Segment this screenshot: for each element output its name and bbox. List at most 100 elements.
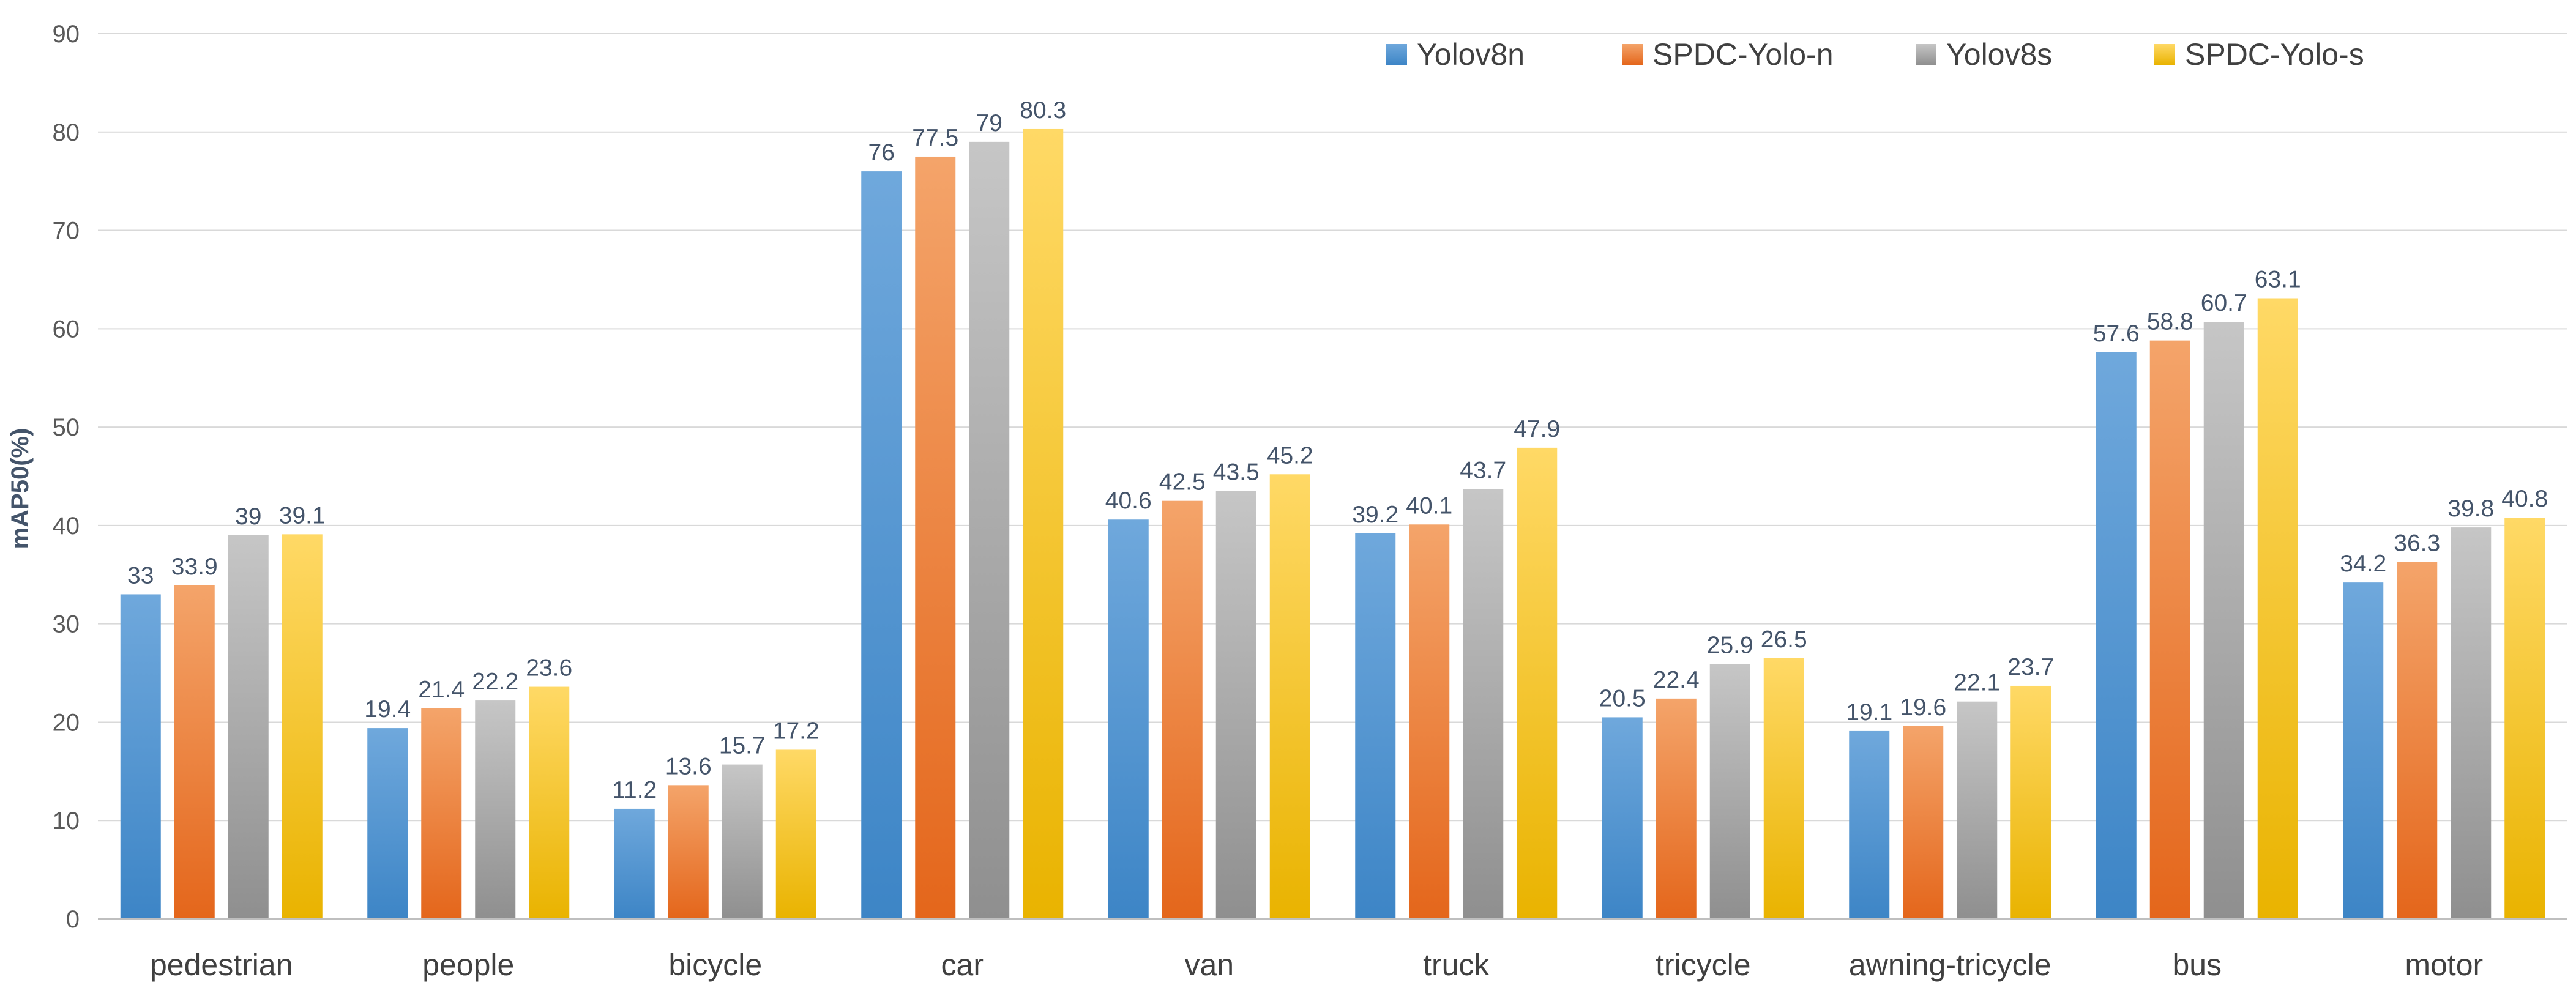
bar-spdc-yolo-n-bicycle bbox=[668, 785, 709, 919]
data-label: 58.8 bbox=[2147, 309, 2193, 335]
data-label: 13.6 bbox=[665, 753, 712, 779]
bar-yolov8n-bus bbox=[2096, 352, 2137, 919]
data-label: 11.2 bbox=[612, 777, 657, 803]
category-label: tricycle bbox=[1656, 948, 1751, 982]
data-label: 36.3 bbox=[2394, 530, 2440, 556]
y-tick-label: 70 bbox=[53, 218, 80, 245]
bar-yolov8s-pedestrian bbox=[228, 535, 269, 919]
data-label: 20.5 bbox=[1599, 685, 1646, 712]
bar-yolov8s-bus bbox=[2203, 322, 2244, 919]
data-label: 22.1 bbox=[1954, 670, 2000, 696]
bar-yolov8s-bicycle bbox=[722, 764, 763, 919]
category-labels: pedestrian people bicycle car van truck tricyc… bbox=[150, 948, 2483, 982]
legend-label: Yolov8n bbox=[1417, 37, 1525, 72]
data-label: 25.9 bbox=[1707, 633, 1753, 659]
data-label: 17.2 bbox=[773, 718, 819, 744]
bar-spdc-yolo-s-tricycle bbox=[1763, 658, 1804, 919]
data-label: 23.7 bbox=[2007, 654, 2054, 680]
bar-spdc-yolo-n-van bbox=[1162, 500, 1203, 919]
data-label: 40.8 bbox=[2501, 486, 2548, 512]
bar-spdc-yolo-s-car bbox=[1023, 128, 1064, 919]
y-tick-label: 20 bbox=[53, 709, 80, 736]
y-axis-title: mAP50(%) bbox=[7, 428, 34, 549]
data-label: 43.7 bbox=[1460, 457, 1506, 483]
bar-yolov8s-truck bbox=[1463, 489, 1504, 919]
bar-yolov8n-car bbox=[861, 171, 902, 920]
category-label: motor bbox=[2405, 948, 2483, 982]
y-tick-label: 90 bbox=[53, 21, 80, 48]
bar-spdc-yolo-n-motor bbox=[2397, 562, 2438, 919]
category-label: pedestrian bbox=[150, 948, 293, 982]
bar-yolov8s-tricycle bbox=[1709, 664, 1750, 919]
legend-swatch bbox=[1386, 44, 1407, 65]
legend: Yolov8n SPDC-Yolo-n Yolov8s SPDC-Yolo-s bbox=[1386, 37, 2364, 72]
data-label: 76 bbox=[868, 139, 895, 166]
category-label: car bbox=[941, 948, 984, 982]
data-label: 33 bbox=[127, 562, 154, 589]
data-label: 23.6 bbox=[526, 655, 572, 682]
category-label: people bbox=[422, 948, 514, 982]
bar-spdc-yolo-s-truck bbox=[1517, 447, 1558, 919]
data-label: 40.1 bbox=[1406, 492, 1452, 519]
data-label: 57.6 bbox=[2093, 321, 2140, 347]
y-tick-label: 10 bbox=[53, 808, 80, 834]
category-label: awning-tricycle bbox=[1849, 948, 2051, 982]
bar-yolov8n-van bbox=[1108, 519, 1149, 919]
data-label: 45.2 bbox=[1267, 442, 1313, 469]
bar-yolov8s-car bbox=[969, 141, 1010, 919]
bar-spdc-yolo-n-bus bbox=[2149, 340, 2190, 919]
bar-yolov8n-awning-tricycle bbox=[1849, 730, 1890, 919]
data-label: 26.5 bbox=[1761, 626, 1807, 653]
bar-yolov8n-bicycle bbox=[614, 808, 655, 919]
data-label: 22.2 bbox=[472, 669, 518, 695]
bar-yolov8n-tricycle bbox=[1602, 717, 1643, 919]
bars bbox=[120, 128, 2545, 920]
data-label: 77.5 bbox=[912, 125, 958, 151]
category-label: truck bbox=[1423, 948, 1490, 982]
bar-spdc-yolo-n-tricycle bbox=[1656, 698, 1697, 919]
data-label: 19.6 bbox=[1900, 694, 1946, 721]
data-labels: 33 33.9 39 39.1 19.4 21.4 22.2 23.6 11.2 13.6 15.7… bbox=[127, 97, 2548, 803]
data-label: 43.5 bbox=[1213, 459, 1260, 486]
bar-yolov8s-van bbox=[1215, 491, 1256, 919]
bar-yolov8n-people bbox=[367, 728, 408, 919]
data-label: 39.8 bbox=[2447, 496, 2494, 522]
legend-swatch bbox=[1622, 44, 1643, 65]
bar-spdc-yolo-s-awning-tricycle bbox=[2010, 685, 2051, 919]
bar-yolov8n-truck bbox=[1355, 533, 1396, 919]
bar-spdc-yolo-s-pedestrian bbox=[282, 534, 323, 919]
bar-spdc-yolo-n-people bbox=[421, 708, 462, 919]
y-tick-label: 0 bbox=[66, 906, 80, 933]
bar-spdc-yolo-s-van bbox=[1269, 474, 1310, 919]
data-label: 80.3 bbox=[1020, 97, 1066, 124]
data-label: 39 bbox=[235, 504, 261, 530]
bar-yolov8s-awning-tricycle bbox=[1957, 701, 1998, 919]
y-tick-label: 60 bbox=[53, 316, 80, 343]
data-label: 33.9 bbox=[171, 554, 218, 580]
y-tick-label: 40 bbox=[53, 513, 80, 540]
bar-spdc-yolo-s-bus bbox=[2257, 298, 2298, 920]
legend-swatch bbox=[1916, 44, 1936, 65]
data-label: 47.9 bbox=[1514, 416, 1560, 442]
bar-yolov8n-motor bbox=[2343, 582, 2384, 919]
bar-yolov8s-people bbox=[475, 700, 516, 919]
category-label: bicycle bbox=[668, 948, 762, 982]
y-tick-label: 80 bbox=[53, 119, 80, 146]
data-label: 40.6 bbox=[1105, 488, 1152, 514]
data-label: 21.4 bbox=[418, 677, 465, 703]
y-axis-ticks: 0 10 20 30 40 50 60 70 80 90 bbox=[53, 21, 80, 933]
category-label: bus bbox=[2172, 948, 2222, 982]
data-label: 42.5 bbox=[1159, 469, 1206, 496]
data-label: 63.1 bbox=[2255, 266, 2301, 292]
data-label: 79 bbox=[976, 110, 1002, 136]
legend-label: SPDC-Yolo-s bbox=[2185, 37, 2364, 72]
bar-yolov8n-pedestrian bbox=[120, 594, 161, 919]
legend-label: Yolov8s bbox=[1946, 37, 2052, 72]
data-label: 39.2 bbox=[1352, 502, 1398, 528]
legend-swatch bbox=[2154, 44, 2175, 65]
bar-spdc-yolo-n-car bbox=[915, 156, 956, 920]
bar-spdc-yolo-s-bicycle bbox=[775, 749, 816, 919]
data-label: 19.1 bbox=[1846, 699, 1892, 726]
data-label: 19.4 bbox=[364, 696, 411, 723]
